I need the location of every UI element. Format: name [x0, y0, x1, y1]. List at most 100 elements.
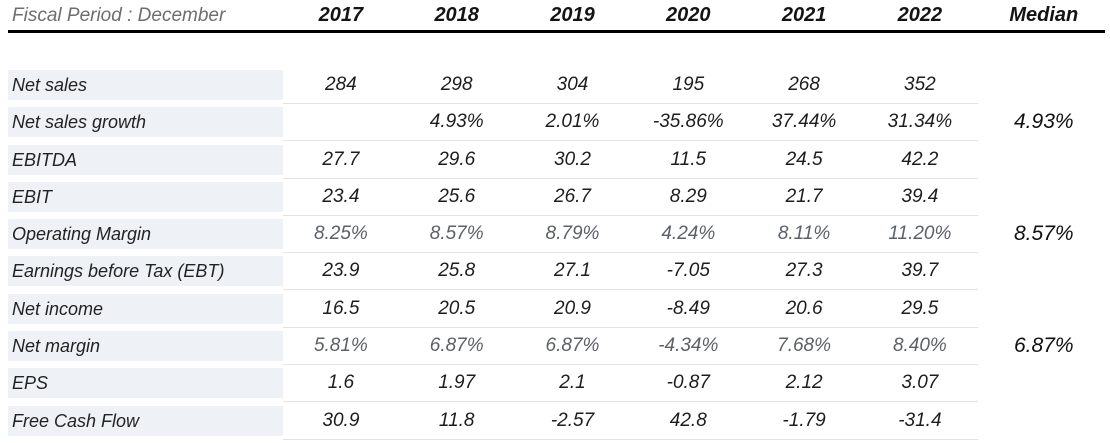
value-cell: 298: [440, 74, 473, 95]
value-cell: 8.25%: [313, 223, 368, 245]
value-cell: 29.5: [901, 297, 939, 319]
median-cell: [978, 182, 1110, 212]
median-cell: [978, 294, 1110, 324]
value-cell: 37.44%: [771, 111, 837, 133]
value-cell: -7.05: [666, 260, 710, 282]
value-cell: 3.07: [901, 372, 939, 394]
value-cell: 6.87%: [545, 335, 600, 357]
row-separator: [283, 326, 978, 328]
value-cell: 1.6: [327, 372, 355, 394]
row-separator: [283, 177, 978, 179]
table-row: Operating Margin 8.25% 8.57% 8.79% 4.24% 8.11…: [0, 219, 1110, 256]
row-separator: [283, 289, 978, 291]
row-label: EPS: [8, 368, 283, 399]
row-label: Operating Margin: [8, 219, 283, 250]
value-cell: 7.68%: [777, 335, 832, 357]
value-cell: 4.24%: [661, 223, 716, 245]
median-cell: [978, 70, 1110, 100]
row-label: Net income: [8, 293, 283, 324]
median-cell: 6.87%: [1014, 334, 1074, 358]
value-cell: 1.97: [438, 372, 476, 394]
value-cell: 25.6: [438, 185, 476, 207]
median-cell: 8.57%: [1014, 222, 1074, 246]
value-cell: 268: [788, 74, 820, 95]
table-row: Net margin 5.81% 6.87% 6.87% -4.34% 7.68% 8.40…: [0, 331, 1110, 368]
table-row: Free Cash Flow 30.9 11.8 -2.57 42.8 -1.79 -31.…: [0, 405, 1110, 443]
row-separator: [283, 438, 978, 440]
value-cell: -8.49: [666, 297, 710, 319]
row-label: Net sales: [8, 70, 283, 100]
value-cell: 42.8: [669, 409, 707, 431]
value-cell: 16.5: [322, 297, 360, 319]
value-cell: 39.4: [901, 185, 939, 207]
row-separator: [283, 401, 978, 403]
value-cell: 25.8: [438, 260, 476, 282]
row-label: Net margin: [8, 331, 283, 362]
table-row: EBITDA 27.7 29.6 30.2 11.5 24.5 42.2: [0, 144, 1110, 182]
value-cell: -2.57: [550, 409, 595, 431]
year-header-2019: 2019: [550, 4, 595, 26]
value-cell: 42.2: [901, 148, 939, 170]
year-header-2020: 2020: [666, 4, 711, 26]
value-cell: 30.9: [322, 409, 360, 431]
row-separator: [283, 364, 978, 366]
value-cell: 352: [904, 74, 936, 95]
value-cell: -1.79: [782, 409, 826, 431]
value-cell: 39.7: [901, 260, 939, 282]
table-row: Earnings before Tax (EBT) 23.9 25.8 27.1 -7.…: [0, 256, 1110, 293]
value-cell: 304: [556, 74, 589, 95]
value-cell: 284: [325, 74, 357, 95]
year-header-2022: 2022: [897, 4, 943, 26]
median-cell: 4.93%: [1014, 110, 1074, 134]
year-header-2017: 2017: [318, 4, 364, 26]
median-cell: [978, 368, 1110, 398]
value-cell: 23.9: [322, 260, 360, 282]
row-label: EBITDA: [8, 144, 283, 175]
value-cell: 8.40%: [892, 335, 947, 357]
row-label: EBIT: [8, 181, 283, 212]
row-label: Earnings before Tax (EBT): [8, 256, 283, 287]
median-cell: [978, 406, 1110, 436]
year-header-2021: 2021: [781, 4, 827, 26]
value-cell: 26.7: [554, 185, 591, 207]
value-cell: 20.9: [554, 297, 591, 319]
median-header: Median: [1009, 4, 1079, 26]
year-header-2018: 2018: [434, 4, 479, 26]
value-cell: 11.5: [670, 148, 707, 170]
table-row: EPS 1.6 1.97 2.1 -0.87 2.12 3.07: [0, 368, 1110, 405]
table-row: Net sales 284 298 304 195 268 352: [0, 70, 1110, 107]
value-cell: 24.5: [785, 148, 823, 170]
value-cell: 31.34%: [887, 111, 953, 133]
value-cell: 2.1: [559, 372, 586, 394]
row-separator: [283, 252, 978, 254]
value-cell: -31.4: [898, 409, 942, 431]
value-cell: 29.6: [438, 148, 476, 170]
value-cell: 27.7: [322, 148, 360, 170]
value-cell: -35.86%: [652, 111, 724, 133]
table-row: Net sales growth 4.93% 2.01% -35.86% 37.44% 3…: [0, 107, 1110, 144]
value-cell: 8.79%: [545, 223, 600, 245]
value-cell: 11.8: [438, 409, 475, 431]
value-cell: 20.5: [438, 297, 476, 319]
value-cell: 11.20%: [888, 223, 952, 245]
value-cell: 2.12: [785, 372, 823, 394]
table-row: Net income 16.5 20.5 20.9 -8.49 20.6 29.5: [0, 293, 1110, 331]
header-gap: [0, 33, 1110, 70]
value-cell: 6.87%: [429, 335, 484, 357]
row-separator: [283, 140, 978, 142]
value-cell: [283, 107, 399, 137]
table-body: Net sales 284 298 304 195 268 352 Net sales gro…: [0, 70, 1110, 443]
value-cell: 8.29: [669, 185, 707, 207]
value-cell: -0.87: [666, 372, 710, 394]
value-cell: 8.11%: [777, 223, 831, 245]
row-separator: [283, 103, 978, 104]
value-cell: 27.3: [785, 260, 823, 282]
median-cell: [978, 145, 1110, 175]
median-cell: [978, 256, 1110, 286]
row-label: Net sales growth: [8, 107, 283, 138]
value-cell: 195: [672, 74, 705, 95]
row-separator: [283, 214, 978, 216]
value-cell: -4.34%: [658, 335, 719, 357]
value-cell: 2.01%: [545, 111, 600, 133]
